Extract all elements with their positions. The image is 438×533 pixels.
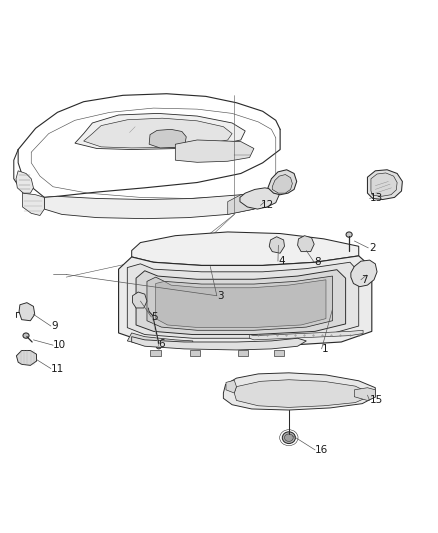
Ellipse shape bbox=[236, 196, 244, 204]
Polygon shape bbox=[19, 303, 35, 321]
Polygon shape bbox=[132, 337, 306, 350]
Polygon shape bbox=[16, 171, 33, 193]
Text: 5: 5 bbox=[151, 312, 158, 322]
Polygon shape bbox=[150, 350, 161, 356]
Text: 15: 15 bbox=[370, 395, 383, 406]
Text: 9: 9 bbox=[51, 321, 57, 331]
Polygon shape bbox=[136, 270, 346, 335]
Polygon shape bbox=[351, 260, 377, 287]
Ellipse shape bbox=[230, 147, 243, 158]
Polygon shape bbox=[272, 174, 292, 193]
Text: 10: 10 bbox=[53, 340, 66, 350]
Text: 16: 16 bbox=[315, 445, 328, 455]
Polygon shape bbox=[234, 379, 367, 407]
Polygon shape bbox=[274, 350, 285, 356]
Ellipse shape bbox=[23, 333, 29, 338]
Polygon shape bbox=[240, 188, 279, 209]
Polygon shape bbox=[75, 114, 245, 150]
Polygon shape bbox=[175, 140, 254, 163]
Polygon shape bbox=[250, 330, 363, 340]
Ellipse shape bbox=[281, 387, 297, 399]
Ellipse shape bbox=[345, 248, 353, 255]
Polygon shape bbox=[155, 280, 326, 328]
Polygon shape bbox=[84, 118, 232, 148]
Polygon shape bbox=[16, 351, 36, 366]
Polygon shape bbox=[238, 350, 248, 356]
Ellipse shape bbox=[285, 434, 293, 441]
Text: 12: 12 bbox=[261, 200, 274, 211]
Text: 2: 2 bbox=[370, 243, 376, 253]
Ellipse shape bbox=[346, 232, 352, 237]
Polygon shape bbox=[371, 173, 397, 196]
Text: 6: 6 bbox=[158, 338, 165, 349]
Text: 4: 4 bbox=[278, 256, 285, 266]
Polygon shape bbox=[269, 237, 285, 253]
Polygon shape bbox=[147, 276, 332, 330]
Polygon shape bbox=[354, 387, 375, 400]
Polygon shape bbox=[226, 380, 237, 393]
Ellipse shape bbox=[156, 344, 161, 349]
Polygon shape bbox=[44, 191, 267, 219]
Ellipse shape bbox=[177, 126, 200, 144]
Ellipse shape bbox=[117, 123, 143, 143]
Polygon shape bbox=[119, 256, 372, 346]
Polygon shape bbox=[223, 373, 375, 410]
Polygon shape bbox=[367, 169, 403, 199]
Ellipse shape bbox=[283, 432, 295, 443]
Text: 3: 3 bbox=[217, 290, 223, 301]
Text: 1: 1 bbox=[321, 344, 328, 354]
Polygon shape bbox=[228, 191, 267, 214]
Text: 8: 8 bbox=[314, 257, 321, 267]
Polygon shape bbox=[127, 333, 193, 346]
Ellipse shape bbox=[172, 122, 205, 148]
Polygon shape bbox=[132, 232, 359, 265]
Polygon shape bbox=[297, 236, 314, 252]
Text: 11: 11 bbox=[51, 364, 64, 374]
Polygon shape bbox=[127, 262, 359, 338]
Polygon shape bbox=[133, 292, 147, 308]
Polygon shape bbox=[149, 130, 186, 148]
Text: 13: 13 bbox=[370, 193, 383, 204]
Polygon shape bbox=[190, 350, 200, 356]
Ellipse shape bbox=[111, 119, 148, 147]
Ellipse shape bbox=[210, 147, 223, 158]
Polygon shape bbox=[22, 193, 44, 215]
Polygon shape bbox=[268, 169, 297, 195]
Text: 7: 7 bbox=[361, 275, 367, 285]
